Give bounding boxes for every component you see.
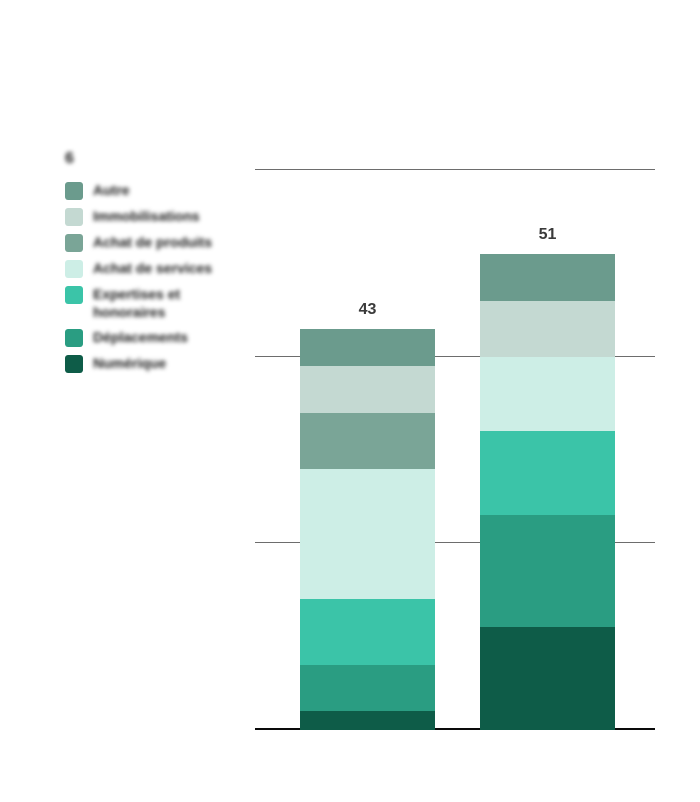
legend-swatch <box>65 329 83 347</box>
bar-segment <box>480 254 615 301</box>
legend-item: Achat de produits <box>65 234 245 252</box>
bar-segment <box>480 431 615 515</box>
legend-item: Immobilisations <box>65 208 245 226</box>
legend-item: Numérique <box>65 355 245 373</box>
legend-label: Numérique <box>93 355 166 373</box>
legend-item: Déplacements <box>65 329 245 347</box>
legend-swatch <box>65 208 83 226</box>
legend-label: Achat de services <box>93 260 212 278</box>
bar-segment <box>300 329 435 366</box>
legend-item: Achat de services <box>65 260 245 278</box>
bar-segment <box>300 413 435 469</box>
bar-total-label: 51 <box>480 224 615 246</box>
legend-title: 6 <box>65 150 245 168</box>
legend-swatch <box>65 286 83 304</box>
bar-segment <box>300 599 435 664</box>
legend-swatch <box>65 182 83 200</box>
bar-segment <box>480 627 615 730</box>
legend-label: Expertises et honoraires <box>93 286 245 321</box>
legend: 6 Autre Immobilisations Achat de produits A… <box>65 150 245 381</box>
chart-container: 6 Autre Immobilisations Achat de produits A… <box>0 0 700 802</box>
chart-plot-area: 4351 <box>255 170 655 730</box>
legend-label: Déplacements <box>93 329 188 347</box>
legend-label: Autre <box>93 182 130 200</box>
stacked-bar: 51 <box>480 254 615 730</box>
bar-total-label: 43 <box>300 299 435 321</box>
bar-segment <box>300 366 435 413</box>
bar-segment <box>480 515 615 627</box>
bar-segment <box>300 711 435 730</box>
bar-segment <box>300 469 435 600</box>
legend-item: Autre <box>65 182 245 200</box>
legend-label: Immobilisations <box>93 208 200 226</box>
bar-segment <box>480 301 615 357</box>
legend-item: Expertises et honoraires <box>65 286 245 321</box>
legend-swatch <box>65 234 83 252</box>
legend-swatch <box>65 260 83 278</box>
bar-segment <box>480 357 615 432</box>
bar-segment <box>300 665 435 712</box>
legend-swatch <box>65 355 83 373</box>
stacked-bar: 43 <box>300 329 435 730</box>
legend-label: Achat de produits <box>93 234 212 252</box>
gridline <box>255 169 655 170</box>
